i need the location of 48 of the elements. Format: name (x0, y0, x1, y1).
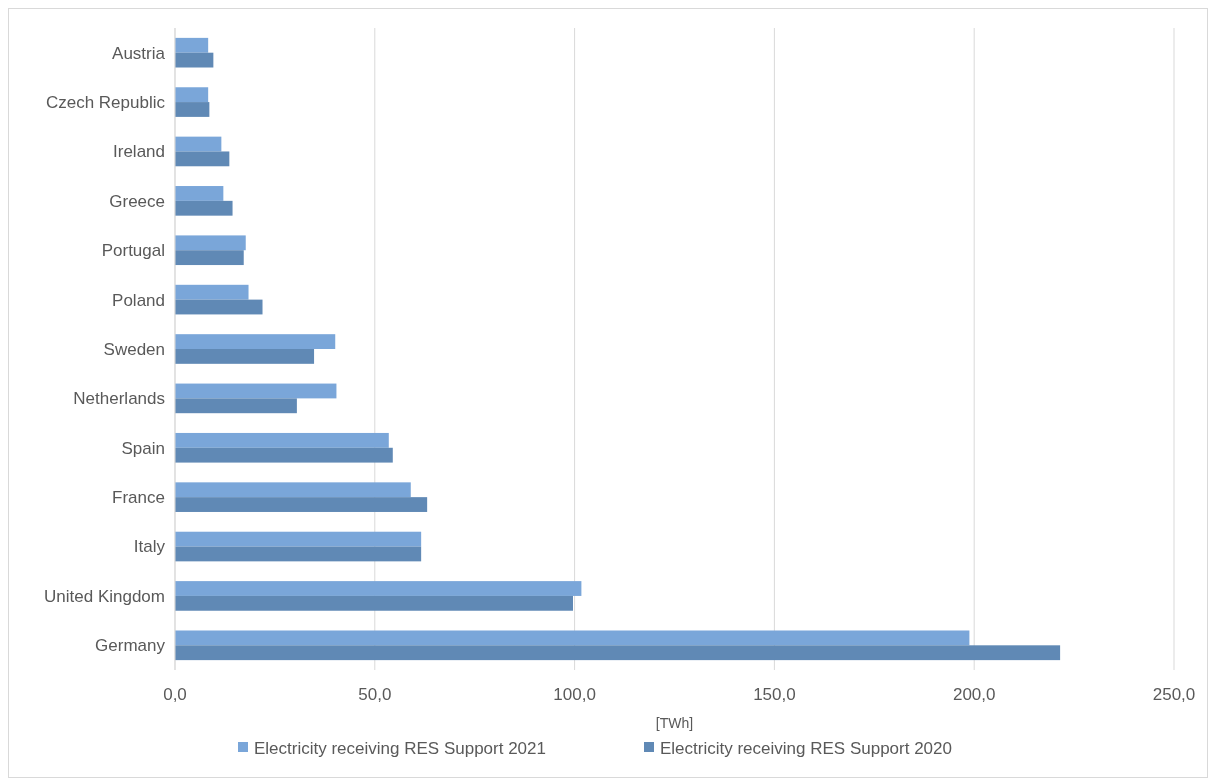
legend-label: Electricity receiving RES Support 2020 (660, 738, 952, 758)
bar (175, 250, 244, 266)
bar (175, 349, 315, 364)
y-tick-label: Austria (112, 43, 166, 63)
bar (175, 299, 263, 315)
y-tick-label: Netherlands (73, 389, 165, 409)
y-tick-label: United Kingdom (44, 586, 165, 606)
bar (175, 581, 582, 596)
y-tick-label: Poland (112, 290, 165, 310)
bar (175, 482, 411, 498)
x-tick-label: 0,0 (163, 685, 187, 704)
bar (175, 383, 337, 399)
bar (175, 52, 214, 68)
legend-label: Electricity receiving RES Support 2021 (254, 738, 546, 758)
bar (175, 334, 336, 349)
x-tick-label: 100,0 (553, 685, 596, 704)
y-tick-label: Czech Republic (45, 93, 166, 113)
x-axis-title: [TWh] (655, 715, 694, 731)
y-tick-label: Portugal (101, 241, 165, 261)
bar (175, 447, 393, 463)
bar (175, 531, 422, 547)
bar (175, 645, 1061, 661)
x-tick-label: 50,0 (358, 685, 392, 704)
x-tick-label: 200,0 (952, 685, 996, 704)
bar (175, 497, 428, 512)
bar (175, 432, 389, 448)
y-tick-label: Greece (109, 191, 165, 211)
y-tick-label: Sweden (103, 339, 165, 359)
bar (175, 151, 230, 167)
x-tick-label: 150,0 (753, 685, 796, 704)
bar (175, 284, 249, 300)
bar (175, 37, 209, 53)
bar (175, 186, 224, 201)
bar (175, 136, 222, 152)
y-tick-label: Germany (95, 636, 166, 656)
bar (175, 102, 210, 117)
y-tick-label: France (112, 488, 165, 508)
x-tick-label: 250,0 (1152, 685, 1196, 704)
bar (175, 630, 970, 646)
y-tick-label: Ireland (113, 142, 165, 162)
bar (175, 200, 233, 216)
bar (175, 87, 209, 103)
bar (175, 235, 246, 251)
bar (175, 595, 573, 611)
y-tick-label: Spain (121, 438, 165, 458)
y-tick-label: Italy (133, 537, 166, 557)
bar (175, 398, 297, 414)
bar (175, 546, 422, 562)
